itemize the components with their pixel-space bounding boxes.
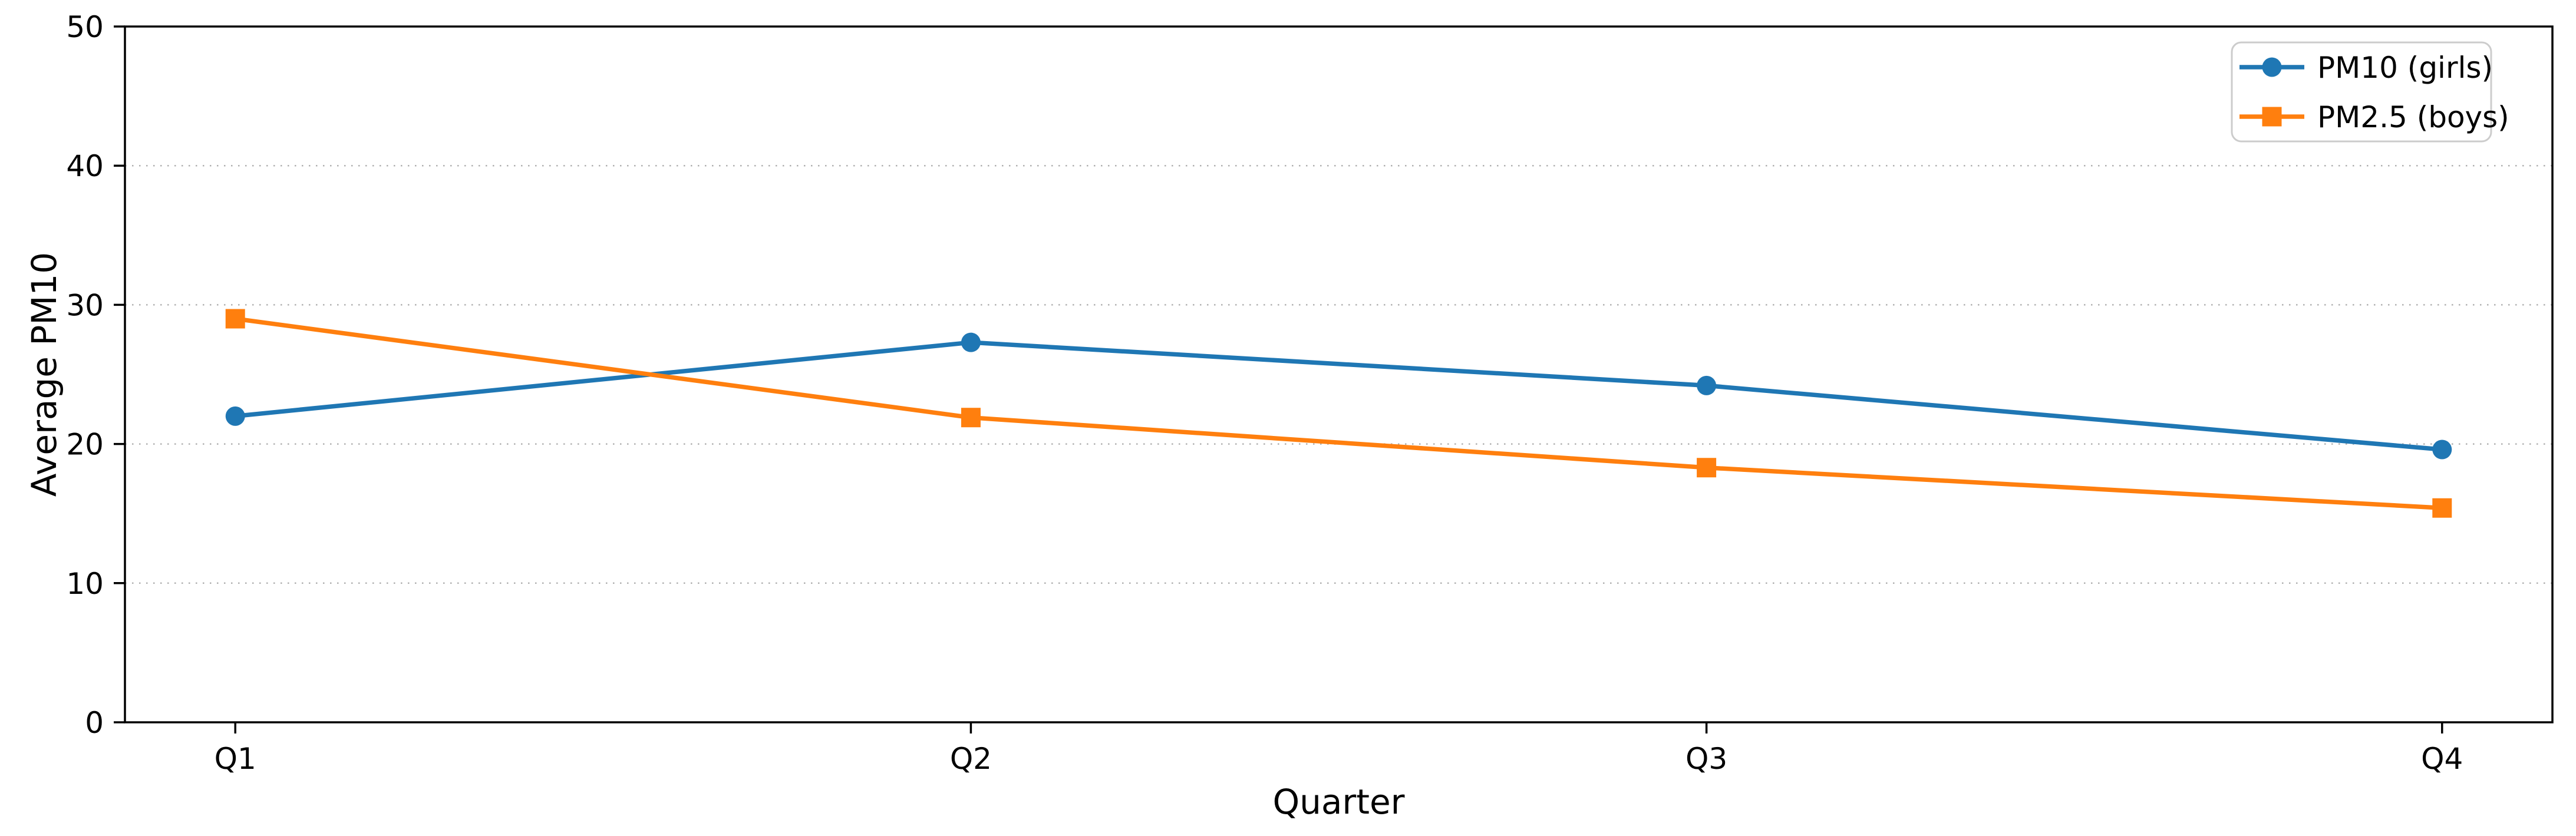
legend-marker-square xyxy=(2262,107,2282,127)
data-marker-square-pm2-5-boys xyxy=(961,408,981,428)
y-tick-label: 0 xyxy=(85,706,104,740)
data-marker-square-pm2-5-boys xyxy=(225,309,245,329)
y-tick-label: 10 xyxy=(66,567,104,601)
x-tick-label: Q2 xyxy=(950,742,992,776)
legend-marker-circle xyxy=(2262,57,2282,77)
y-axis-title: Average PM10 xyxy=(24,252,64,497)
series-line-pm10-girls xyxy=(233,340,2445,452)
data-marker-square-pm2-5-boys xyxy=(1697,458,1717,478)
legend-label: PM10 (girls) xyxy=(2317,51,2493,85)
legend-label: PM2.5 (boys) xyxy=(2317,100,2509,134)
plot-border xyxy=(124,25,2554,723)
data-marker-circle-pm10-girls xyxy=(1697,375,1717,395)
x-tick-label: Q4 xyxy=(2421,742,2463,776)
data-marker-square-pm2-5-boys xyxy=(2432,498,2452,518)
y-tick-label: 30 xyxy=(66,288,104,322)
data-marker-circle-pm10-girls xyxy=(2432,440,2452,460)
data-marker-circle-pm10-girls xyxy=(225,406,245,426)
y-tick-label: 20 xyxy=(66,428,104,462)
y-tick-label: 50 xyxy=(66,10,104,44)
x-tick-label: Q1 xyxy=(215,742,256,776)
series-line-pm2-5-boys xyxy=(233,316,2445,511)
data-marker-circle-pm10-girls xyxy=(961,332,981,352)
y-tick-label: 40 xyxy=(66,149,104,183)
x-tick-label: Q3 xyxy=(1686,742,1727,776)
x-axis-title: Quarter xyxy=(1272,782,1404,822)
